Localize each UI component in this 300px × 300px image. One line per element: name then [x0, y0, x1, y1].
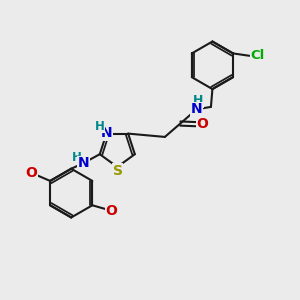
Text: Cl: Cl [250, 49, 265, 62]
Text: O: O [105, 204, 117, 218]
Text: N: N [101, 126, 112, 140]
Text: O: O [25, 166, 37, 180]
Text: H: H [193, 94, 203, 107]
Text: N: N [191, 102, 203, 116]
Text: S: S [113, 164, 123, 178]
Text: N: N [78, 156, 89, 170]
Text: O: O [196, 116, 208, 130]
Text: H: H [72, 151, 82, 164]
Text: H: H [95, 120, 105, 133]
